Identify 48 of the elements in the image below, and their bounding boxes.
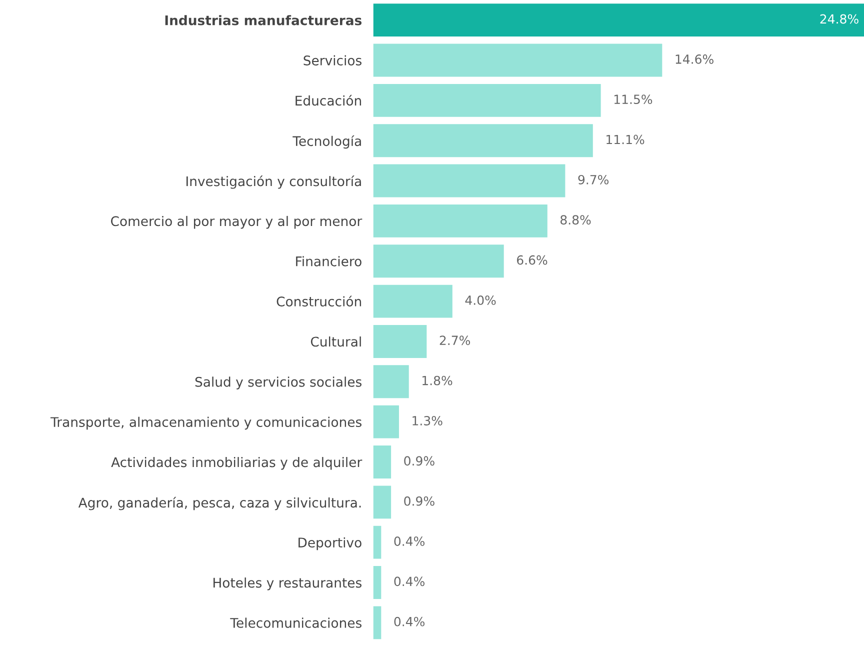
y-tick-label: Financiero bbox=[296, 256, 362, 266]
y-tick-label: Educación bbox=[296, 94, 362, 106]
bar bbox=[373, 526, 382, 559]
bar bbox=[373, 4, 864, 37]
data-label: 6.6% bbox=[516, 255, 548, 265]
y-tick-label: Construcción bbox=[276, 296, 362, 306]
bar bbox=[373, 566, 382, 599]
bar bbox=[373, 365, 409, 398]
y-tick-label: Industrias manufactureras bbox=[165, 15, 362, 26]
data-label: 0.4% bbox=[394, 576, 424, 586]
y-tick-label: Investigación y consultoría bbox=[186, 176, 361, 189]
bar bbox=[373, 486, 392, 519]
bar bbox=[373, 44, 662, 77]
y-tick-label: Hoteles y restaurantes bbox=[214, 577, 362, 590]
data-label: 1.3% bbox=[412, 416, 442, 426]
data-label: 2.7% bbox=[440, 336, 470, 346]
bar bbox=[373, 164, 566, 198]
data-label: 9.7% bbox=[578, 174, 609, 184]
bar bbox=[373, 204, 548, 238]
data-label: 0.9% bbox=[404, 496, 434, 506]
y-tick-label: Cultural bbox=[310, 336, 361, 347]
bar bbox=[373, 405, 399, 438]
y-tick-label: Telecomunicaciones bbox=[230, 618, 362, 628]
bar bbox=[373, 284, 452, 318]
y-tick-label: Agro, ganadería, pesca, caza y silvicultura. bbox=[78, 496, 361, 510]
bar bbox=[373, 124, 593, 158]
data-label: 0.9% bbox=[404, 456, 434, 466]
y-tick-label: Salud y servicios sociales bbox=[195, 376, 362, 390]
y-tick-label: Transporte, almacenamiento y comunicaciones bbox=[50, 416, 362, 430]
bar bbox=[373, 325, 427, 358]
bar bbox=[373, 84, 601, 117]
bar bbox=[373, 244, 504, 278]
data-label: 0.4% bbox=[394, 536, 424, 546]
y-tick-label: Actividades inmobiliarias y de alquiler bbox=[111, 456, 362, 470]
data-label: 24.8% bbox=[820, 14, 858, 24]
data-label: 4.0% bbox=[465, 295, 496, 305]
data-label: 1.8% bbox=[422, 376, 452, 386]
y-tick-label: Servicios bbox=[304, 55, 362, 66]
y-tick-label: Deportivo bbox=[298, 537, 362, 550]
data-label: 8.8% bbox=[560, 215, 591, 225]
data-label: 11.1% bbox=[606, 134, 644, 144]
data-label: 0.4% bbox=[394, 616, 424, 626]
data-label: 14.6% bbox=[676, 54, 714, 64]
bar bbox=[373, 446, 392, 478]
y-tick-label: Tecnología bbox=[292, 135, 361, 149]
y-tick-label: Comercio al por mayor y al por menor bbox=[111, 216, 362, 229]
data-label: 11.5% bbox=[614, 94, 652, 104]
bar bbox=[373, 606, 382, 640]
